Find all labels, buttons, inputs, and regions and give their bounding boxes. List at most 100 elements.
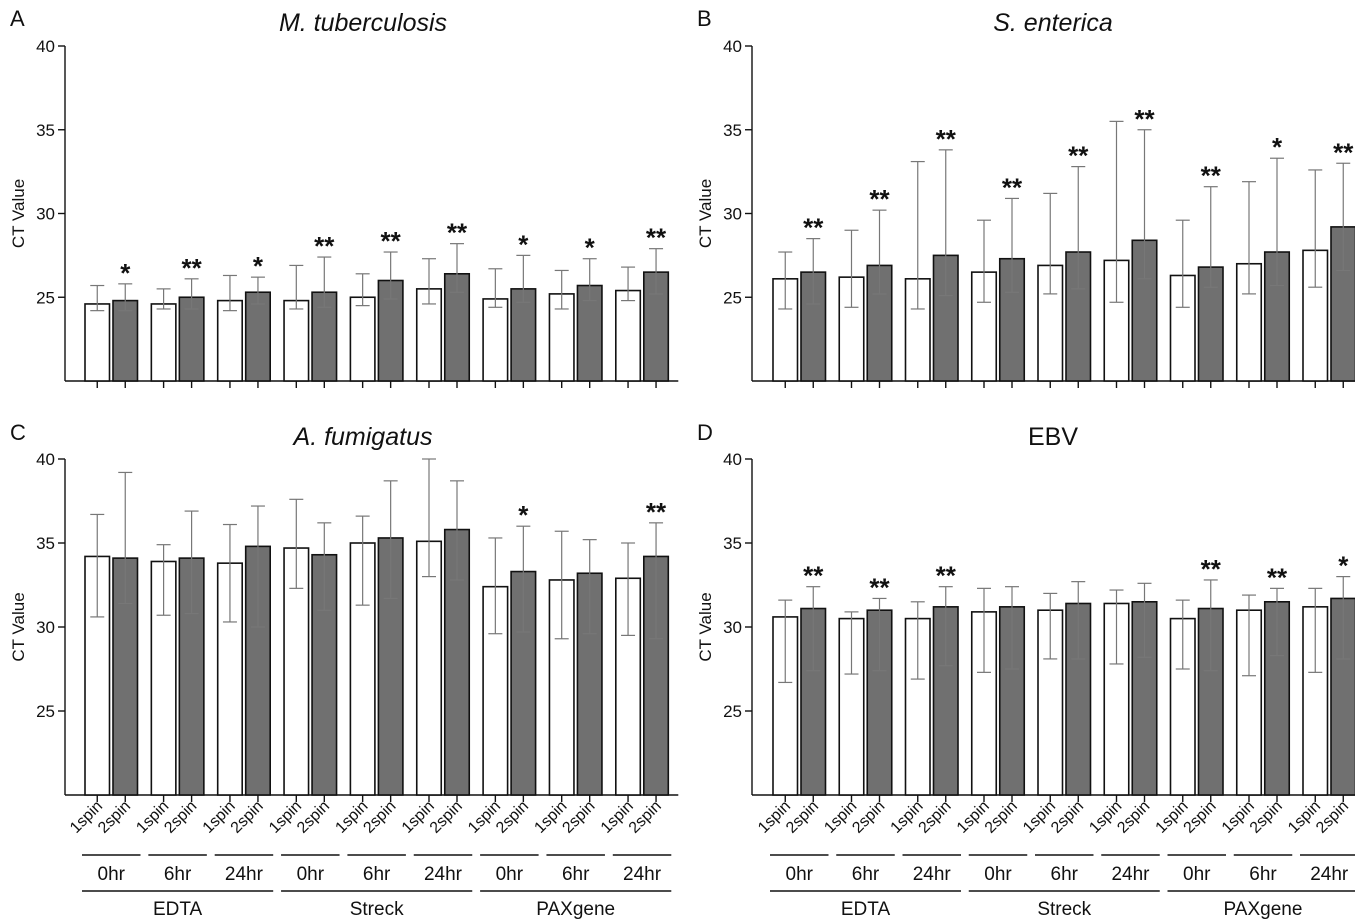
significance-stars: **	[936, 124, 957, 154]
category-label: 2spin	[916, 798, 955, 837]
significance-stars: **	[1134, 104, 1155, 134]
bar	[614, 289, 642, 382]
time-label: 6hr	[562, 864, 590, 885]
significance-stars: **	[381, 226, 402, 256]
category-label: 2spin	[1313, 798, 1352, 837]
significance-stars: **	[869, 572, 890, 602]
significance-stars: **	[1068, 141, 1089, 171]
category-label: 2spin	[849, 798, 888, 837]
y-axis-label: CT Value	[9, 179, 28, 248]
significance-stars: *	[518, 500, 529, 530]
category-label: 2spin	[493, 798, 532, 837]
significance-stars: *	[1272, 132, 1283, 162]
panel-letter: A	[10, 6, 25, 31]
category-label: 2spin	[161, 798, 200, 837]
tube-label: EDTA	[153, 899, 203, 920]
y-tick-label: 35	[36, 534, 55, 553]
time-label: 0hr	[1183, 864, 1211, 885]
significance-stars: **	[181, 253, 202, 283]
bar	[84, 303, 111, 382]
y-tick-label: 30	[723, 618, 742, 637]
significance-stars: **	[1201, 554, 1222, 584]
category-label: 2spin	[360, 798, 399, 837]
significance-stars: *	[585, 233, 596, 263]
tube-label: PAXgene	[1224, 899, 1303, 920]
category-label: 2spin	[427, 798, 466, 837]
significance-stars: **	[936, 561, 957, 591]
bar	[349, 296, 376, 382]
significance-stars: **	[646, 223, 667, 253]
time-label: 0hr	[98, 864, 126, 885]
significance-stars: **	[1267, 562, 1288, 592]
category-label: 2spin	[626, 798, 665, 837]
significance-stars: **	[1201, 161, 1222, 191]
y-tick-label: 25	[36, 702, 55, 721]
time-label: 6hr	[1051, 864, 1079, 885]
y-tick-label: 40	[36, 450, 55, 469]
category-label: 2spin	[1181, 798, 1220, 837]
time-label: 0hr	[496, 864, 524, 885]
y-tick-label: 35	[36, 121, 55, 140]
y-tick-label: 40	[723, 450, 742, 469]
significance-stars: *	[1338, 551, 1349, 581]
y-tick-label: 25	[36, 288, 55, 307]
time-label: 0hr	[984, 864, 1012, 885]
time-label: 24hr	[225, 864, 264, 885]
significance-stars: *	[120, 258, 131, 288]
y-axis-label: CT Value	[696, 592, 715, 661]
bar	[216, 299, 243, 382]
category-label: 2spin	[1247, 798, 1286, 837]
category-label: 2spin	[1048, 798, 1087, 837]
panel-letter: C	[10, 420, 26, 445]
bar	[482, 298, 509, 382]
y-tick-label: 25	[723, 288, 742, 307]
bar	[112, 299, 139, 382]
significance-stars: **	[447, 218, 468, 248]
time-label: 24hr	[1111, 864, 1150, 885]
y-tick-label: 40	[36, 37, 55, 56]
time-label: 6hr	[164, 864, 192, 885]
y-tick-label: 30	[36, 618, 55, 637]
time-label: 24hr	[424, 864, 463, 885]
time-label: 24hr	[623, 864, 662, 885]
bar	[415, 540, 443, 796]
panel-title: M. tuberculosis	[279, 9, 447, 37]
significance-stars: *	[253, 251, 264, 281]
bar	[178, 296, 205, 382]
significance-stars: **	[1002, 172, 1023, 202]
bar	[150, 303, 177, 382]
significance-stars: *	[518, 229, 529, 259]
category-label: 2spin	[228, 798, 267, 837]
category-label: 2spin	[783, 798, 822, 837]
bar	[283, 299, 310, 382]
tube-label: Streck	[1037, 899, 1091, 920]
y-tick-label: 35	[723, 534, 742, 553]
time-label: 24hr	[1310, 864, 1349, 885]
significance-stars: **	[646, 497, 667, 527]
tube-label: EDTA	[841, 899, 891, 920]
tube-label: PAXgene	[536, 899, 615, 920]
y-axis-label: CT Value	[9, 592, 28, 661]
panel-letter: B	[697, 6, 712, 31]
category-label: 2spin	[95, 798, 134, 837]
time-label: 6hr	[363, 864, 391, 885]
panel-title: EBV	[1028, 423, 1078, 451]
category-label: 2spin	[294, 798, 333, 837]
time-label: 6hr	[1249, 864, 1277, 885]
y-axis-label: CT Value	[696, 179, 715, 248]
time-label: 0hr	[786, 864, 814, 885]
significance-stars: **	[314, 231, 335, 261]
time-label: 6hr	[852, 864, 880, 885]
tube-label: Streck	[350, 899, 404, 920]
bar	[1103, 259, 1130, 382]
y-tick-label: 40	[723, 37, 742, 56]
time-label: 24hr	[913, 864, 952, 885]
panel-title: S. enterica	[993, 9, 1113, 37]
category-label: 2spin	[982, 798, 1021, 837]
time-label: 0hr	[297, 864, 325, 885]
